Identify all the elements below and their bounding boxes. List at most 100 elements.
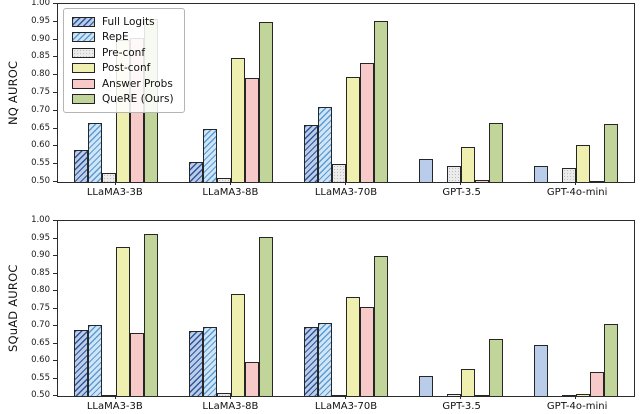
bar-pre-conf-gpt-4o-mini [562,168,577,182]
x-tick-label-llama3-70b: LLaMA3-70B [314,187,378,198]
bar-pre-conf-llama3-70b [332,395,346,396]
bar-answer-probs-llama3-8b [244,361,259,396]
bar-post-conf-gpt-3-5 [461,147,476,182]
y-tick-mark [53,20,57,22]
bar-full-logits-llama3-3b [73,149,88,182]
bar-quere-ours-llama3-8b [258,21,273,182]
bar-repe-llama3-3b [87,123,102,182]
x-tick-mark [460,182,462,185]
bar-answer-probs-gpt-3-5 [475,180,490,182]
bar-repe-llama3-70b [318,107,332,182]
y-tick-label: 0.50 [31,389,50,400]
bar-pre-conf-llama3-8b [216,178,231,182]
bar-group-gpt-4o-mini [519,221,634,396]
bar-pre-conf-llama3-70b [332,163,346,182]
bar-full-logits-llama3-70b [304,125,318,182]
bar-pre-conf-llama3-8b [216,393,231,396]
y-tick-mark [53,38,57,40]
y-tick-mark [53,342,57,344]
bar-quere-ours-gpt-3-5 [489,122,504,182]
bar-group-gpt-3-5 [404,221,519,396]
y-tick-mark [53,325,57,326]
legend-item-quere-ours: QueRE (Ours) [72,92,174,108]
legend: Full Logits RepE Pre-conf Post-conf Answer P… [63,8,185,113]
bar-answer-probs-llama3-3b [129,332,144,396]
bar-quere-ours-gpt-3-5 [489,338,504,396]
x-tick-label-llama3-3b: LLaMA3-3B [86,401,143,412]
bar-pre-conf-llama3-3b [101,173,116,182]
y-tick-mark [53,377,57,379]
bar-full-logits-gpt-4o-mini [534,165,549,182]
y-tick-label: 0.90 [31,33,50,44]
y-tick-mark [53,237,57,239]
bar-pre-conf-gpt-3-5 [447,394,462,396]
bar-full-logits-llama3-3b [73,329,88,396]
x-tick-label-gpt-4o-mini: GPT-4o-mini [546,401,608,412]
bar-quere-ours-llama3-8b [258,237,273,396]
y-tick-label: 0.70 [31,104,50,115]
x-tick-label-llama3-8b: LLaMA3-8B [202,187,259,198]
y-tick-mark [53,360,57,361]
bar-quere-ours-llama3-70b [374,20,388,182]
y-tick-mark [53,307,57,309]
bar-repe-llama3-3b [87,325,102,396]
y-tick-mark [53,255,57,256]
legend-swatch-quere-ours [72,94,95,105]
y-tick-label: 0.55 [31,372,50,383]
y-tick-label: 0.65 [31,337,50,348]
legend-swatch-repe [72,32,95,43]
y-tick-label: 0.80 [31,68,50,79]
nq-plot-area: Full Logits RepE Pre-conf Post-conf Answer P… [57,3,635,183]
bar-group-gpt-3-5 [404,4,519,182]
legend-item-answer-probs: Answer Probs [72,76,174,92]
bar-repe-llama3-8b [202,327,217,396]
bar-post-conf-llama3-8b [230,58,245,182]
bar-answer-probs-gpt-4o-mini [590,181,605,182]
bar-post-conf-llama3-70b [346,76,360,182]
x-tick-mark [345,182,346,185]
squad-x-tick-labels: LLaMA3-3B LLaMA3-8B LLaMA3-70B GPT-3.5 GPT-4… [57,400,635,414]
legend-item-repe: RepE [72,30,174,46]
bar-full-logits-llama3-8b [188,331,203,396]
bar-answer-probs-gpt-4o-mini [590,371,605,396]
bar-full-logits-llama3-70b [304,327,318,396]
y-tick-mark [53,127,57,129]
y-tick-label: 0.55 [31,157,50,168]
legend-swatch-full-logits [72,16,95,27]
legend-swatch-answer-probs [72,78,95,89]
legend-label: Answer Probs [102,77,173,90]
x-tick-mark [345,396,346,399]
y-tick-label: 0.80 [31,284,50,295]
y-tick-label: 0.95 [31,15,50,26]
y-tick-label: 0.75 [31,302,50,313]
bar-full-logits-gpt-3-5 [419,376,434,396]
y-tick-label: 0.50 [31,175,50,186]
x-tick-mark [575,182,577,185]
legend-swatch-pre-conf [72,47,95,58]
legend-label: Post-conf [102,62,151,74]
bar-group-llama3-70b [288,4,403,182]
bar-answer-probs-llama3-70b [360,307,374,396]
x-tick-label-llama3-70b: LLaMA3-70B [314,401,378,412]
y-tick-label: 0.85 [31,51,50,62]
y-tick-mark [53,56,57,58]
bar-quere-ours-gpt-4o-mini [604,323,619,396]
bar-group-llama3-8b [173,221,288,396]
x-tick-mark [460,396,462,399]
bar-group-llama3-8b [173,4,288,182]
y-tick-mark [53,3,57,4]
y-tick-mark [53,92,57,93]
y-tick-mark [53,395,57,396]
legend-label: Pre-conf [102,46,146,59]
bar-full-logits-llama3-8b [188,162,203,182]
y-tick-label: 0.70 [31,319,50,330]
bar-answer-probs-gpt-3-5 [475,395,490,396]
legend-label: RepE [102,31,129,43]
squad-plot-area [57,220,635,397]
y-tick-mark [53,290,57,291]
bar-quere-ours-gpt-4o-mini [604,123,619,182]
bar-post-conf-llama3-3b [115,247,130,396]
x-tick-mark [229,396,231,399]
y-tick-label: 0.75 [31,86,50,97]
bar-post-conf-gpt-3-5 [461,368,476,396]
